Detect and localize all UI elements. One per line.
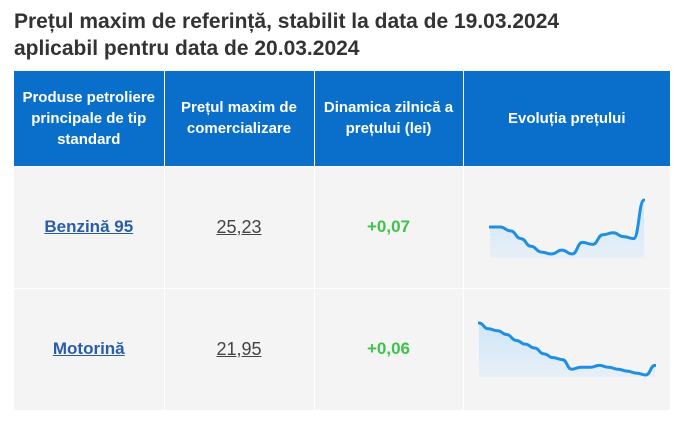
sparkline-line (488, 198, 645, 256)
sparkline-line (477, 321, 656, 377)
price-table: Produse petroliere principale de tip sta… (14, 71, 670, 410)
price-value[interactable]: 21,95 (216, 338, 262, 359)
product-cell: Benzină 95 (14, 165, 165, 288)
product-link-motorina[interactable]: Motorină (52, 339, 125, 359)
header-row: Produse petroliere principale de tip sta… (14, 71, 670, 166)
sparkline-motorina (477, 321, 656, 378)
change-value: +0,07 (366, 217, 410, 236)
price-value[interactable]: 25,23 (216, 216, 262, 237)
header-products: Produse petroliere principale de tip sta… (14, 71, 165, 166)
sparkline-area (478, 323, 655, 378)
product-link-benzina-95[interactable]: Benzină 95 (44, 217, 134, 236)
header-price-evolution: Evoluția prețului (463, 71, 670, 166)
page-title: Prețul maxim de referință, stabilit la d… (14, 8, 664, 62)
sparkline-cell (463, 287, 670, 410)
title-line-2: aplicabil pentru data de 20.03.2024 (14, 37, 360, 60)
product-cell: Motorină (14, 287, 165, 410)
change-cell: +0,07 (314, 165, 464, 288)
sparkline-benzina-95 (488, 198, 645, 258)
header-max-price: Prețul maxim de comercializare (164, 71, 315, 166)
change-cell: +0,06 (314, 287, 464, 410)
table-row: Motorină 21,95 +0,06 (14, 287, 670, 410)
sparkline-cell (463, 165, 670, 288)
change-value: +0,06 (366, 339, 410, 359)
price-cell: 21,95 (164, 287, 315, 410)
header-daily-change: Dinamica zilnică a prețului (lei) (314, 71, 464, 166)
price-cell: 25,23 (164, 165, 315, 288)
sparkline-area (489, 200, 644, 258)
table-row: Benzină 95 25,23 +0,07 (14, 165, 670, 288)
title-line-1: Prețul maxim de referință, stabilit la d… (14, 10, 560, 33)
